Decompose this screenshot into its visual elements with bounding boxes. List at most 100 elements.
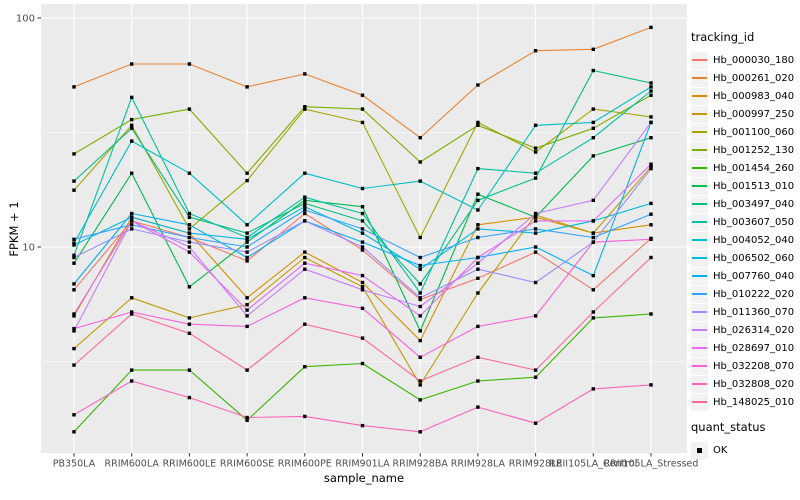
legend-item-label: Hb_026314_020 (713, 324, 795, 336)
data-point (591, 107, 595, 111)
data-point (418, 338, 422, 343)
data-point (130, 95, 134, 100)
series-color-swatch-icon (692, 239, 707, 241)
data-point (72, 326, 76, 331)
legend-item-label: Hb_007760_040 (713, 270, 795, 282)
legend-item-tracking-id: Hb_032208_070 (691, 357, 799, 375)
data-point (72, 312, 76, 316)
legend-item-quant-status-ok: OK (691, 441, 799, 459)
data-point (360, 120, 365, 125)
legend-item-label: Hb_032808_020 (713, 378, 795, 390)
data-point (533, 368, 538, 372)
data-point (72, 253, 76, 257)
data-point (245, 245, 249, 249)
legend-item-label: Hb_000261_020 (713, 72, 795, 84)
data-point (187, 211, 192, 216)
data-point (303, 267, 307, 271)
legend-item-label: Hb_000997_250 (713, 108, 795, 120)
data-point (418, 267, 422, 271)
x-tick-label: RRII105LA_Stressed (604, 459, 699, 470)
series-color-swatch-icon (692, 221, 707, 223)
legend-key-box (691, 267, 708, 285)
data-point (533, 227, 538, 231)
data-point (418, 235, 422, 240)
data-point (649, 255, 653, 260)
data-point (591, 198, 595, 202)
data-point (245, 223, 249, 227)
series-color-swatch-icon (692, 113, 707, 115)
data-point (591, 126, 595, 130)
data-point (303, 208, 307, 212)
legend-item-tracking-id: Hb_000261_020 (691, 69, 799, 87)
data-point (476, 166, 480, 171)
x-tick-label: RRIM600PE (278, 459, 332, 470)
axis-ticks (37, 17, 652, 457)
data-point (476, 291, 480, 295)
data-point (130, 368, 134, 372)
data-point (533, 250, 538, 254)
data-point (130, 126, 134, 130)
data-point (187, 227, 192, 231)
data-point (72, 363, 76, 367)
data-point (533, 280, 538, 285)
data-point (303, 211, 307, 216)
legend: tracking_id Hb_000030_180 Hb_000261_020 Hb… (691, 30, 799, 459)
data-point (418, 179, 422, 183)
data-point (187, 215, 192, 219)
legend-title-quant-status: quant_status (691, 420, 766, 434)
data-point (476, 235, 480, 240)
data-point (591, 47, 595, 51)
data-point (418, 255, 422, 260)
legend-item-tracking-id: Hb_000997_250 (691, 105, 799, 123)
legend-item-label: Hb_001513_010 (713, 180, 795, 192)
data-point (187, 240, 192, 244)
data-point (187, 245, 192, 249)
data-point (72, 179, 76, 183)
data-point (245, 235, 249, 240)
legend-item-tracking-id: Hb_032808_020 (691, 375, 799, 393)
series-color-swatch-icon (692, 365, 707, 367)
legend-item-label: Hb_010222_020 (713, 288, 795, 300)
data-point (649, 89, 653, 93)
data-point (130, 296, 134, 300)
data-point (72, 413, 76, 417)
data-point (72, 243, 76, 247)
data-point (360, 361, 365, 366)
data-point (130, 312, 134, 316)
data-point (130, 223, 134, 227)
data-point (591, 68, 595, 73)
data-point (245, 303, 249, 307)
data-point (360, 240, 365, 244)
data-point (72, 152, 76, 156)
data-point (649, 312, 653, 316)
legend-item-label: Hb_001252_130 (713, 144, 795, 156)
x-axis-title: sample_name (323, 471, 405, 485)
legend-key-box (691, 177, 708, 195)
series-color-swatch-icon (692, 185, 707, 187)
data-point (303, 296, 307, 300)
data-point (649, 166, 653, 171)
data-point (591, 219, 595, 223)
data-point (649, 93, 653, 97)
series-color-swatch-icon (692, 329, 707, 331)
x-tick-label: RRIM600SE (220, 459, 274, 470)
legend-item-tracking-id: Hb_028697_010 (691, 339, 799, 357)
data-point (303, 72, 307, 76)
legend-key-box (691, 123, 708, 141)
tracking-id-legend-items: Hb_000030_180 Hb_000261_020 Hb_000983_040 H… (691, 51, 799, 411)
legend-item-tracking-id: Hb_011360_070 (691, 303, 799, 321)
legend-item-tracking-id: Hb_007760_040 (691, 267, 799, 285)
data-point (476, 223, 480, 227)
legend-key-box (691, 69, 708, 87)
data-point (476, 379, 480, 383)
series-color-swatch-icon (692, 275, 707, 277)
data-point (72, 288, 76, 292)
data-point (187, 62, 192, 66)
data-point (187, 171, 192, 175)
data-point (187, 285, 192, 289)
series-color-swatch-icon (692, 59, 707, 61)
data-point (187, 231, 192, 235)
data-point (533, 219, 538, 223)
legend-key-box (691, 105, 708, 123)
